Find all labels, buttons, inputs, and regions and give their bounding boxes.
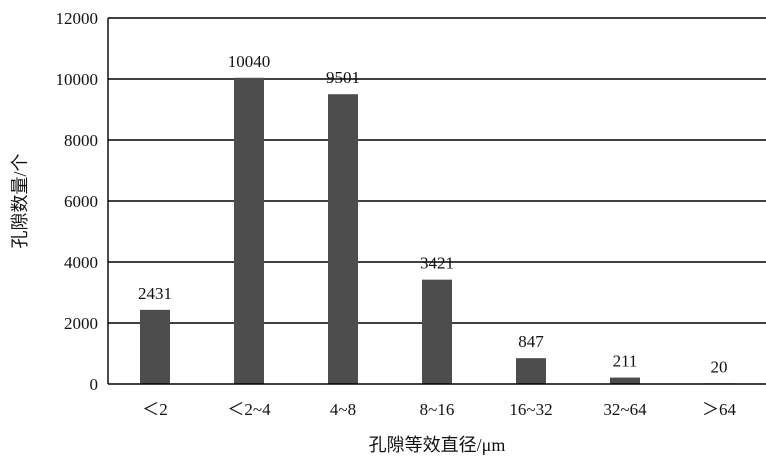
- data-label: 2431: [138, 284, 172, 303]
- bar: [234, 77, 264, 384]
- bar: [610, 377, 640, 384]
- y-tick-label: 12000: [56, 9, 99, 28]
- x-tick-label: 16~32: [509, 400, 552, 419]
- axes: [107, 18, 766, 385]
- x-tick-label: ＞64: [702, 400, 736, 419]
- data-label: 3421: [420, 254, 454, 273]
- data-label: 9501: [326, 68, 360, 87]
- x-tick-label: ＜2~4: [227, 400, 271, 419]
- data-label: 211: [613, 352, 638, 371]
- x-axis-title: 孔隙等效直径/μm: [369, 435, 506, 455]
- data-label: 20: [711, 357, 728, 376]
- data-label: 10040: [228, 52, 271, 71]
- y-tick-label: 0: [90, 375, 99, 394]
- x-tick-label: ＜2: [142, 400, 168, 419]
- gridlines: [108, 17, 766, 324]
- bars: [140, 77, 734, 385]
- y-tick-label: 2000: [64, 314, 98, 333]
- bar: [422, 279, 452, 384]
- bar: [328, 94, 358, 385]
- x-tick-label: 8~16: [420, 400, 455, 419]
- x-tick-label: 32~64: [603, 400, 647, 419]
- y-axis-title: 孔隙数量/个: [10, 153, 30, 248]
- x-tick-label: 4~8: [330, 400, 356, 419]
- bar: [140, 309, 170, 384]
- bar: [516, 358, 546, 384]
- y-tick-label: 8000: [64, 131, 98, 150]
- y-tick-label: 10000: [56, 70, 99, 89]
- data-label: 847: [518, 332, 544, 351]
- y-tick-label: 4000: [64, 253, 98, 272]
- y-tick-label: 6000: [64, 192, 98, 211]
- labels: 0 2000 4000 6000 8000 10000 12000 2431 ＜2 10040 ＜2…: [56, 9, 737, 419]
